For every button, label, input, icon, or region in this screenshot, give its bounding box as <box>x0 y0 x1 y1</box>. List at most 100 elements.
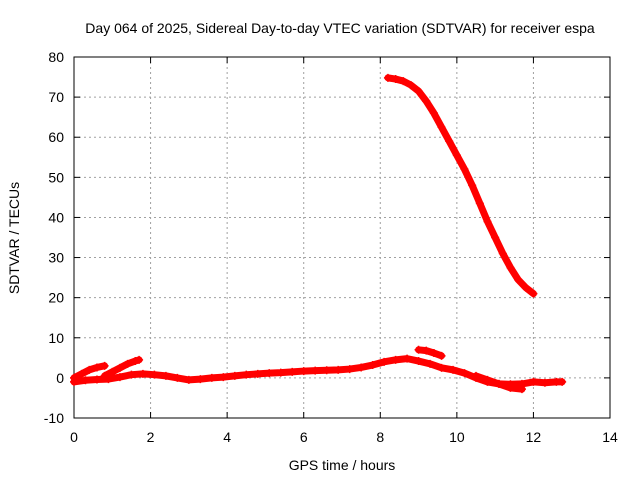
data-point <box>460 165 469 174</box>
data-point <box>483 375 492 384</box>
y-tick-label: 10 <box>48 330 64 346</box>
data-point <box>77 369 86 378</box>
data-point <box>92 375 101 384</box>
x-tick-label: 14 <box>602 429 618 445</box>
data-point <box>100 361 109 370</box>
x-tick-label: 2 <box>147 429 155 445</box>
data-point <box>403 354 412 363</box>
data-point <box>150 370 159 379</box>
axis-ticks: 0 2 4 6 8 10 12 14 -10 0 10 20 30 40 50 60 70 80 <box>44 49 618 445</box>
data-point <box>437 351 446 360</box>
data-point <box>517 385 526 394</box>
data-point <box>299 367 308 376</box>
data-point <box>391 75 400 84</box>
data-point <box>131 357 140 366</box>
data-point <box>414 345 423 354</box>
data-point <box>368 361 377 370</box>
data-point <box>437 363 446 372</box>
data-points <box>70 73 567 394</box>
data-point <box>475 199 484 208</box>
y-tick-label: 60 <box>48 129 64 145</box>
data-point <box>406 81 415 90</box>
data-point <box>460 369 469 378</box>
data-point <box>491 233 500 242</box>
data-point <box>383 73 392 82</box>
data-point <box>472 371 480 380</box>
data-point <box>414 357 423 366</box>
y-tick-label: 70 <box>48 89 64 105</box>
data-point <box>529 289 538 298</box>
data-point <box>540 378 549 387</box>
data-point <box>253 369 262 378</box>
data-point <box>123 359 132 368</box>
data-point <box>138 369 147 378</box>
y-tick-label: 50 <box>48 169 64 185</box>
data-point <box>70 373 78 382</box>
data-point <box>521 283 530 292</box>
data-point <box>429 349 438 358</box>
data-point <box>322 366 331 375</box>
data-point <box>483 217 492 226</box>
data-point <box>558 377 567 386</box>
y-tick-label: -10 <box>44 410 64 426</box>
data-point <box>265 369 274 378</box>
series-high-segment <box>384 74 537 298</box>
data-point <box>184 375 193 384</box>
data-point <box>449 365 458 374</box>
data-point <box>276 368 285 377</box>
x-axis-label: GPS time / hours <box>289 457 396 473</box>
x-tick-label: 12 <box>526 429 542 445</box>
data-point <box>399 77 408 86</box>
y-tick-label: 30 <box>48 250 64 266</box>
data-point <box>445 137 454 146</box>
x-tick-label: 0 <box>70 429 78 445</box>
data-point <box>311 366 320 375</box>
data-point <box>429 109 438 118</box>
data-point <box>196 375 205 384</box>
data-point <box>391 355 400 364</box>
y-axis-label: SDTVAR / TECUs <box>6 182 22 294</box>
data-point <box>207 373 216 382</box>
x-tick-label: 8 <box>376 429 384 445</box>
data-point <box>426 359 435 368</box>
data-point <box>242 370 251 379</box>
y-tick-label: 20 <box>48 290 64 306</box>
data-point <box>334 365 343 374</box>
data-point <box>380 357 389 366</box>
data-point <box>506 383 515 392</box>
data-point <box>506 263 515 272</box>
grid <box>74 57 610 418</box>
data-point <box>115 363 124 372</box>
data-point <box>468 181 477 190</box>
data-point <box>357 363 366 372</box>
data-point <box>452 151 461 160</box>
data-point <box>100 371 109 380</box>
data-point <box>514 275 523 284</box>
data-point <box>81 376 90 385</box>
y-tick-label: 0 <box>56 370 64 386</box>
data-point <box>161 371 170 380</box>
x-tick-label: 10 <box>449 429 465 445</box>
data-point <box>108 367 117 376</box>
x-tick-label: 6 <box>300 429 308 445</box>
data-point <box>422 97 431 106</box>
data-point <box>422 346 431 355</box>
data-point <box>135 355 144 364</box>
data-point <box>345 365 354 374</box>
data-point <box>288 367 297 376</box>
x-tick-label: 4 <box>223 429 231 445</box>
plot-frame <box>73 56 611 419</box>
data-point <box>92 363 101 372</box>
data-point <box>414 87 423 96</box>
chart-title: Day 064 of 2025, Sidereal Day-to-day VTE… <box>85 20 595 36</box>
data-point <box>529 377 538 386</box>
data-point <box>173 373 182 382</box>
data-point <box>115 373 124 382</box>
data-point <box>85 365 94 374</box>
y-tick-label: 40 <box>48 209 64 225</box>
data-point <box>219 373 228 382</box>
data-point <box>494 379 503 388</box>
data-point <box>230 371 239 380</box>
y-tick-label: 80 <box>48 49 64 65</box>
